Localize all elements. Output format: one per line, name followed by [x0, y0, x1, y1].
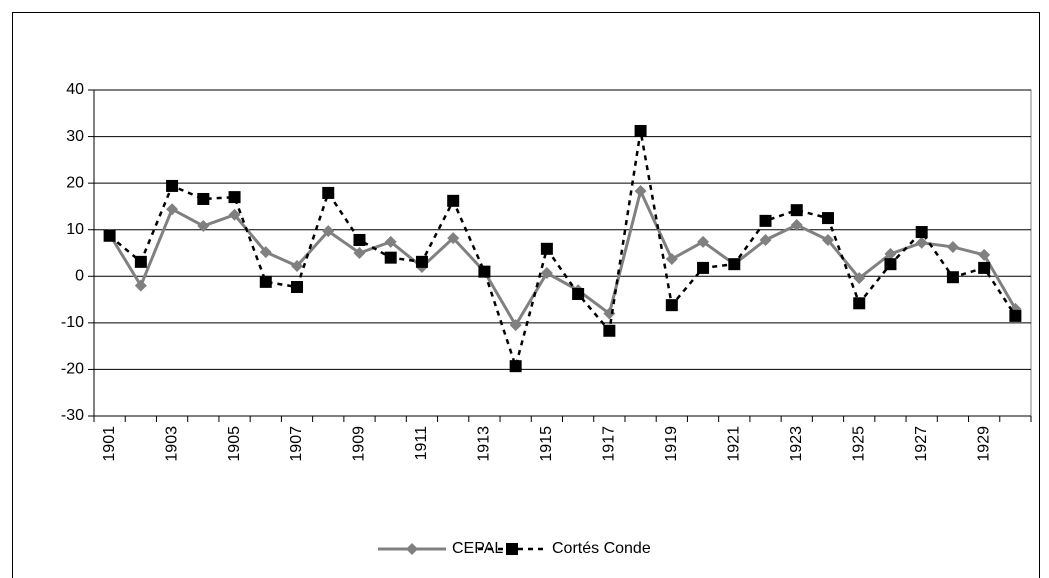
data-point: [697, 261, 710, 274]
data-point: [759, 233, 772, 246]
data-point: [478, 265, 491, 278]
data-point: [978, 248, 991, 261]
data-point: [447, 232, 460, 245]
series: [103, 124, 1022, 373]
x-tick-label: 1927: [913, 426, 930, 462]
data-point: [384, 235, 397, 248]
data-point: [821, 233, 834, 246]
data-point: [603, 324, 616, 337]
data-point: [1009, 309, 1022, 322]
x-tick-label: 1929: [975, 426, 992, 462]
data-point: [134, 279, 147, 292]
data-point: [759, 214, 772, 227]
y-tick-label: -10: [61, 314, 84, 331]
data-point: [197, 219, 210, 232]
data-point: [946, 240, 959, 253]
data-point: [291, 260, 304, 273]
data-point: [915, 236, 928, 249]
data-point: [572, 287, 585, 300]
legend-marker: [506, 543, 518, 555]
x-tick-label: 1917: [601, 426, 618, 462]
x-tick-label: 1913: [476, 426, 493, 462]
data-point: [228, 191, 241, 204]
x-tick-label: 1923: [788, 426, 805, 462]
data-point: [415, 255, 428, 268]
data-point: [790, 219, 803, 232]
data-point: [665, 253, 678, 266]
x-tick-label: 1907: [288, 426, 305, 462]
data-point: [665, 299, 678, 312]
data-point: [322, 186, 335, 199]
data-point: [540, 267, 553, 280]
data-point: [259, 275, 272, 288]
y-tick-label: 10: [66, 221, 84, 238]
series: [103, 185, 1022, 332]
data-point: [946, 271, 959, 284]
y-tick-label: 20: [66, 174, 84, 191]
data-point: [915, 226, 928, 239]
data-point: [291, 280, 304, 293]
data-point: [134, 255, 147, 268]
data-point: [322, 225, 335, 238]
x-tick-label: 1915: [538, 426, 555, 462]
data-point: [197, 192, 210, 205]
data-point: [166, 203, 179, 216]
y-tick-label: -30: [61, 407, 84, 424]
data-point: [353, 233, 366, 246]
data-point: [509, 360, 522, 373]
legend-label: CEPAL: [452, 540, 503, 557]
data-point: [790, 204, 803, 217]
x-tick-label: 1905: [226, 426, 243, 462]
y-tick-label: 40: [66, 81, 84, 98]
data-point: [853, 297, 866, 310]
x-tick-label: 1911: [413, 426, 430, 461]
x-tick-label: 1921: [726, 426, 743, 462]
legend-label: Cortés Conde: [552, 540, 651, 557]
data-point: [978, 261, 991, 274]
x-tick-label: 1919: [663, 426, 680, 462]
data-point: [634, 185, 647, 198]
data-point: [166, 179, 179, 192]
y-tick-label: -20: [61, 361, 84, 378]
data-point: [853, 272, 866, 285]
x-tick-label: 1925: [850, 426, 867, 462]
data-point: [228, 208, 241, 221]
data-point: [447, 194, 460, 207]
series-line: [108, 186, 1017, 329]
data-point: [634, 124, 647, 137]
data-point: [697, 235, 710, 248]
data-point: [509, 319, 522, 332]
x-tick-label: 1903: [163, 426, 180, 462]
data-point: [384, 251, 397, 264]
series-line: [108, 130, 1017, 371]
legend-marker: [406, 543, 418, 555]
data-point: [103, 229, 116, 242]
data-point: [884, 258, 897, 271]
y-tick-label: 30: [66, 128, 84, 145]
data-point: [728, 258, 741, 271]
y-tick-label: 0: [75, 268, 84, 285]
data-point: [540, 242, 553, 255]
data-point: [884, 247, 897, 260]
data-point: [353, 247, 366, 259]
data-point: [259, 246, 272, 259]
data-point: [821, 212, 834, 225]
x-tick-label: 1909: [351, 426, 368, 462]
x-tick-label: 1901: [101, 426, 118, 462]
chart-frame: [12, 12, 1040, 578]
